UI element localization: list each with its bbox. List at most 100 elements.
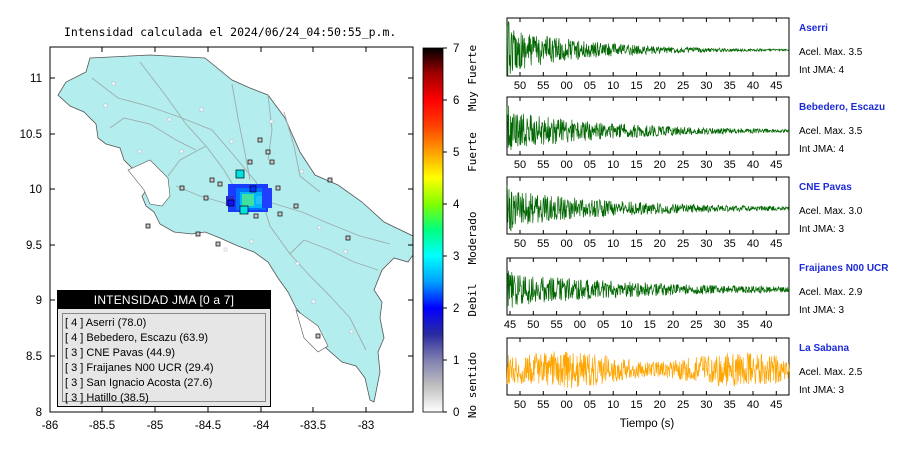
waveform-station-name: Fraijanes N00 UCR <box>799 263 889 274</box>
waveform-tick-label: 45 <box>770 238 782 250</box>
waveform-tick-label: 15 <box>630 159 642 171</box>
waveform-acel-max: Acel. Max. 3.5 <box>799 47 863 58</box>
waveform-panel: 50 55 00 05 10 15 20 25 30 35 40 45 <box>506 96 790 171</box>
waveform-tick-label: 05 <box>584 80 596 92</box>
waveform-tick-label: 25 <box>677 80 689 92</box>
grid-stations <box>103 81 354 334</box>
colorbar-category-label: Fuerte <box>466 132 479 172</box>
waveform-tick-label: 30 <box>700 159 712 171</box>
colorbar-category-label: Debil <box>466 283 479 316</box>
waveform-tick-label: 50 <box>514 159 526 171</box>
waveform-int-jma: Int JMA: 3 <box>799 224 845 235</box>
waveform-tick-label: 35 <box>724 399 736 411</box>
waveform-tick-label: 15 <box>630 238 642 250</box>
waveform-trace <box>506 351 790 389</box>
waveform-tick-label: 10 <box>620 319 632 331</box>
colorbar-tick-label: 1 <box>453 355 459 367</box>
waveform-tick-label: 20 <box>654 80 666 92</box>
waveform-tick-label: 25 <box>677 399 689 411</box>
lon-tick-label: -85.5 <box>89 420 115 432</box>
waveform-int-jma: Int JMA: 3 <box>799 305 845 316</box>
waveform-xlabel: Tiempo (s) <box>620 418 675 430</box>
roads <box>91 61 391 351</box>
waveform-trace <box>506 270 790 308</box>
waveform-panel: 45 50 55 00 05 10 15 20 25 30 35 40 <box>504 257 790 331</box>
lat-tick-label: 10 <box>29 184 42 196</box>
colorbar-category-label: Moderado <box>466 212 479 265</box>
waveform-trace <box>506 184 790 232</box>
waveform-tick-label: 10 <box>607 399 619 411</box>
waveform-tick-label: 30 <box>700 238 712 250</box>
waveform-int-jma: Int JMA: 4 <box>799 144 845 155</box>
lon-tick-label: -86 <box>42 420 59 432</box>
waveform-panel: 50 55 00 05 10 15 20 25 30 35 40 45 <box>506 176 790 250</box>
colorbar-tick-label: 7 <box>453 43 459 55</box>
waveform-tick-label: 10 <box>607 159 619 171</box>
waveform-tick-label: 55 <box>550 319 562 331</box>
waveform-tick-label: 20 <box>654 399 666 411</box>
intensity-stations <box>145 137 351 339</box>
waveform-tick-label: 35 <box>724 159 736 171</box>
lon-tick-label: -84.5 <box>195 420 221 432</box>
waveform-tick-label: 55 <box>537 238 549 250</box>
waveform-tick-label: 20 <box>654 159 666 171</box>
waveform-acel-max: Acel. Max. 2.9 <box>799 287 863 298</box>
lon-tick-label: -84 <box>253 420 270 432</box>
waveform-int-jma: Int JMA: 4 <box>799 65 845 76</box>
lon-tick-label: -83.5 <box>300 420 326 432</box>
waveform-tick-label: 40 <box>747 159 759 171</box>
legend-rows: [ 4 ] Aserri (78.0) [ 4 ] Bebedero, Escaz… <box>62 313 266 404</box>
colorbar-tick-label: 4 <box>453 199 460 211</box>
lon-tick-label: -83 <box>358 420 375 432</box>
waveform-tick-label: 35 <box>724 80 736 92</box>
colorbar-tick-label: 3 <box>453 251 459 263</box>
waveform-tick-label: 50 <box>514 238 526 250</box>
waveform-tick-label: 00 <box>574 319 586 331</box>
legend-row: [ 3 ] Fraijanes N00 UCR (29.4) <box>65 362 214 374</box>
waveform-panel: 50 55 00 05 10 15 20 25 30 35 40 45 <box>506 337 790 411</box>
colorbar: 7 6 5 4 3 2 1 0 Muy Fuerte Fuerte Moderado Debil No… <box>422 43 479 419</box>
waveform-tick-label: 45 <box>504 319 516 331</box>
colorbar-tick-label: 0 <box>453 407 459 419</box>
legend-row: [ 3 ] CNE Pavas (44.9) <box>65 347 176 359</box>
waveform-tick-label: 45 <box>770 399 782 411</box>
waveform-panel: 50 55 00 05 10 15 20 25 30 35 40 45 <box>506 17 790 92</box>
lat-tick-label: 10.5 <box>20 129 42 141</box>
waveform-acel-max: Acel. Max. 3.5 <box>799 126 863 137</box>
waveform-tick-label: 25 <box>690 319 702 331</box>
waveform-tick-label: 50 <box>514 399 526 411</box>
waveform-panels: 50 55 00 05 10 15 20 25 30 35 40 45 50 55 00 05 10 15 20 25… <box>504 17 790 411</box>
waveform-tick-label: 55 <box>537 159 549 171</box>
waveform-tick-label: 20 <box>667 319 679 331</box>
legend-header: INTENSIDAD JMA [0 a 7] <box>58 291 270 309</box>
waveform-tick-label: 05 <box>584 238 596 250</box>
waveform-tick-label: 15 <box>644 319 656 331</box>
waveform-station-name: Bebedero, Escazu <box>799 102 886 113</box>
waveform-tick-label: 50 <box>514 80 526 92</box>
colorbar-tick-label: 5 <box>453 147 459 159</box>
waveform-tick-label: 05 <box>584 399 596 411</box>
waveform-tick-label: 10 <box>607 238 619 250</box>
waveform-tick-label: 35 <box>737 319 749 331</box>
waveform-tick-label: 40 <box>747 238 759 250</box>
waveform-tick-label: 40 <box>747 80 759 92</box>
waveform-tick-label: 10 <box>607 80 619 92</box>
waveform-acel-max: Acel. Max. 3.0 <box>799 206 863 217</box>
lat-tick-label: 8.5 <box>26 351 42 363</box>
waveform-tick-label: 00 <box>560 80 572 92</box>
waveform-tick-label: 15 <box>630 80 642 92</box>
waveform-tick-label: 20 <box>654 238 666 250</box>
colorbar-category-label: Muy Fuerte <box>466 45 479 111</box>
waveform-tick-label: 40 <box>760 319 772 331</box>
waveform-tick-label: 30 <box>700 399 712 411</box>
lon-tick-label: -85 <box>147 420 164 432</box>
waveform-tick-label: 00 <box>560 238 572 250</box>
colorbar-tick-label: 2 <box>453 303 459 315</box>
waveform-trace <box>506 105 790 151</box>
waveform-acel-max: Acel. Max. 2.5 <box>799 367 863 378</box>
legend-row: [ 4 ] Aserri (78.0) <box>65 317 147 329</box>
legend-row: [ 4 ] Bebedero, Escazu (63.9) <box>65 332 209 344</box>
waveform-tick-label: 40 <box>747 399 759 411</box>
waveform-tick-label: 35 <box>724 238 736 250</box>
